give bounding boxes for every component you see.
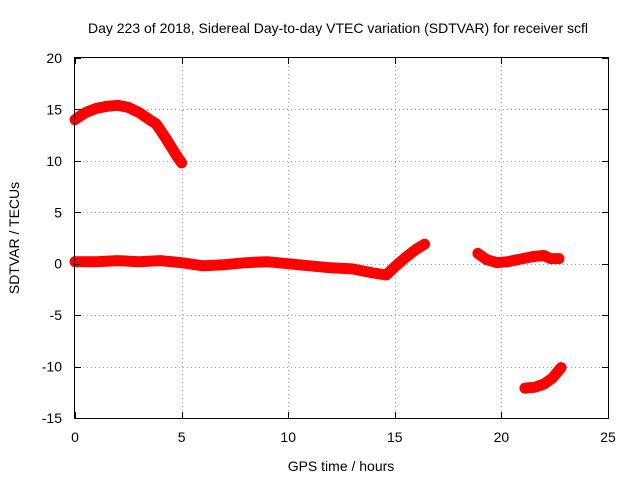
data-point (112, 100, 123, 111)
data-point (539, 250, 550, 261)
series-segment-1 (69, 99, 188, 169)
data-point (492, 257, 503, 268)
data-point (151, 118, 162, 129)
grid-lines (75, 58, 608, 418)
data-point (419, 239, 430, 250)
data-point (123, 102, 134, 113)
x-axis-label: GPS time / hours (288, 458, 395, 474)
data-point (172, 151, 183, 162)
data-point (176, 157, 187, 168)
x-tick-label: 5 (178, 429, 186, 445)
data-point (481, 254, 492, 265)
data-point (197, 260, 208, 271)
data-point (400, 252, 411, 263)
data-point (545, 253, 556, 264)
data-point (74, 111, 85, 122)
data-point (159, 131, 170, 142)
chart-title: Day 223 of 2018, Sidereal Day-to-day VTE… (88, 20, 588, 36)
y-tick-label: 20 (46, 50, 62, 66)
data-point (553, 253, 564, 264)
data-point (547, 372, 558, 383)
y-tick-label: 0 (54, 256, 62, 272)
y-tick-label: 10 (46, 153, 62, 169)
x-tick-label: 25 (600, 429, 616, 445)
y-axis-label: SDTVAR / TECUs (6, 182, 22, 294)
x-tick-label: 15 (387, 429, 403, 445)
data-point (240, 257, 251, 268)
y-tick-label: 15 (46, 101, 62, 117)
series-segment-2 (69, 238, 431, 281)
data-point (472, 248, 483, 259)
data-point (91, 256, 102, 267)
data-point (381, 270, 392, 281)
data-point (539, 379, 550, 390)
plot-frame (74, 57, 609, 419)
y-tick-label: 5 (54, 204, 62, 220)
data-point (325, 262, 336, 273)
data-point (112, 255, 123, 266)
data-point (528, 251, 539, 262)
data-point (133, 107, 144, 118)
data-point (91, 103, 102, 114)
series-line (69, 99, 188, 169)
data-point (101, 101, 112, 112)
data-point (283, 258, 294, 269)
data-point (176, 257, 187, 268)
series-segment-3 (472, 247, 565, 269)
data-point (80, 107, 91, 118)
data-point (517, 253, 528, 264)
x-tick-labels: 0 5 10 15 20 25 (71, 429, 616, 445)
data-point (530, 382, 541, 393)
data-point (502, 256, 513, 267)
data-point (556, 362, 567, 373)
x-tick-label: 10 (280, 429, 296, 445)
data-point (155, 255, 166, 266)
y-tick-label: -10 (42, 359, 62, 375)
data-point (133, 256, 144, 267)
data-point (389, 261, 400, 272)
data-point (165, 141, 176, 152)
data-point (368, 267, 379, 278)
series-segment-4 (519, 362, 567, 394)
x-tick-label: 20 (494, 429, 510, 445)
axis-ticks (75, 58, 609, 419)
data-point (219, 259, 230, 270)
data-point (304, 260, 315, 271)
x-tick-label: 0 (71, 429, 79, 445)
data-point (519, 383, 530, 394)
series-line (69, 238, 431, 281)
data-point (411, 244, 422, 255)
y-tick-labels: -15 -10 -5 0 5 10 15 20 (42, 50, 62, 426)
y-tick-label: -5 (50, 307, 63, 323)
data-point (347, 263, 358, 274)
data-point (144, 114, 155, 125)
data-point (261, 256, 272, 267)
y-tick-label: -15 (42, 410, 62, 426)
data-series (69, 99, 567, 394)
